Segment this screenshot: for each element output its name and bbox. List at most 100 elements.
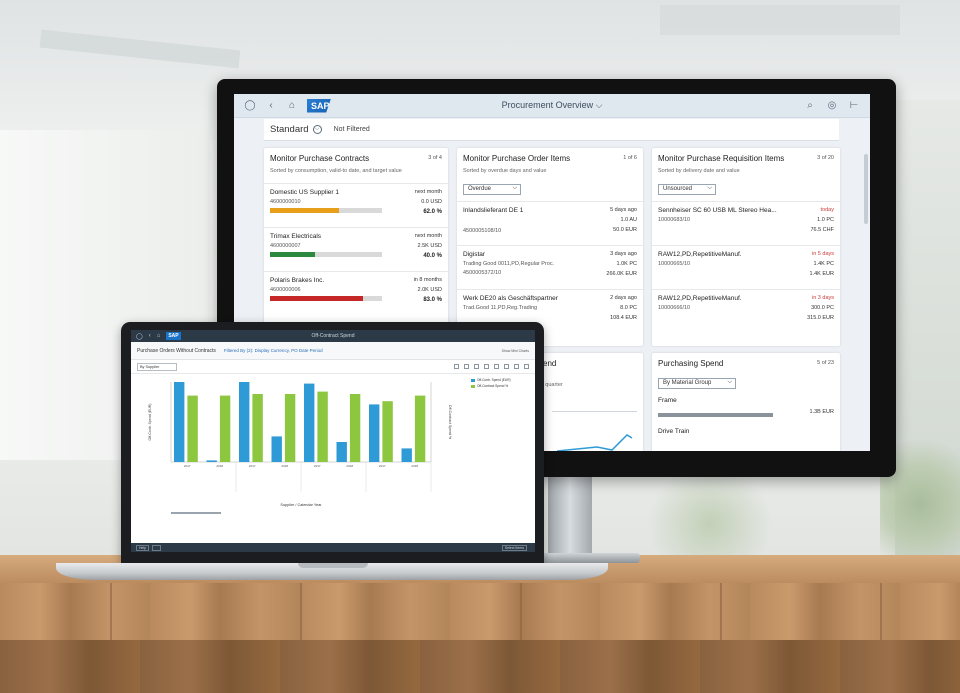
settings-icon[interactable] [524, 364, 529, 369]
user-icon[interactable]: ◯ [244, 99, 256, 111]
overdue-select[interactable]: Overdue [463, 184, 521, 195]
item-id: 10000683/10 [658, 217, 691, 223]
tick-label: 2017 [314, 464, 321, 468]
zoom-out-icon[interactable] [474, 364, 479, 369]
card-purchase-contracts[interactable]: Monitor Purchase Contracts 3 of 4 Sorted… [264, 148, 448, 328]
list-item[interactable]: RAW12,PD,RepetitiveManuf. 10000666/10 in… [652, 289, 840, 333]
variant-selector[interactable]: Standard [270, 124, 309, 135]
item-amount: 0.0 USD [421, 199, 442, 205]
bar[interactable] [336, 442, 347, 462]
sort-icon[interactable] [454, 364, 459, 369]
card-header[interactable]: Monitor Purchase Requisition Items 3 of … [652, 148, 840, 195]
shell-actions: ⌕ ◎ ⊢ [794, 100, 860, 112]
item-id: 10000666/10 [658, 305, 691, 311]
list-item[interactable]: Inlandslieferant DE 1 4500005108/10 5 da… [457, 201, 643, 245]
spend-row[interactable]: Frame 1.3B EUR [652, 397, 840, 422]
fullscreen-icon[interactable] [514, 364, 519, 369]
card-header[interactable]: Purchasing Spend 5 of 23 By Material Gro… [652, 353, 840, 389]
notifications-icon[interactable]: ◎ [827, 99, 837, 111]
bar[interactable] [271, 436, 282, 462]
select-items-button[interactable]: Select Items [501, 544, 527, 551]
chevron-down-icon[interactable]: ⌵ [595, 100, 603, 110]
bar[interactable] [219, 395, 231, 462]
filter-summary[interactable]: Filtered By (2): Display Currency, PO Da… [223, 348, 323, 353]
bar[interactable] [252, 394, 263, 462]
bar[interactable] [349, 394, 361, 462]
card-count: 3 of 4 [428, 155, 442, 161]
horizontal-scrollbar[interactable] [171, 512, 221, 514]
material-group-select[interactable]: By Material Group [658, 378, 736, 389]
chevron-down-icon[interactable]: ⌵ [312, 125, 322, 134]
legend-icon[interactable] [484, 364, 489, 369]
item-value: 50.0 EUR [613, 227, 637, 233]
chart-legend: Off-Contr. Spend (EUR) Off-Contract Spen… [471, 378, 511, 390]
legend-item[interactable]: Off-Contr. Spend (EUR) [471, 378, 511, 382]
bar[interactable] [317, 391, 328, 462]
card-header[interactable]: Monitor Purchase Contracts 3 of 4 Sorted… [264, 148, 448, 174]
filter-status: Not Filtered [333, 126, 370, 133]
bar[interactable] [174, 382, 185, 462]
list-item[interactable]: Domestic US Supplier 1 4600000010 next m… [264, 183, 448, 227]
scrollbar[interactable] [864, 154, 868, 224]
item-name: Digistar [463, 251, 486, 258]
bar[interactable] [401, 448, 412, 462]
monitor-stand [548, 477, 592, 562]
home-icon[interactable]: ⌂ [288, 99, 296, 111]
list-item[interactable]: Trimax Electricals 4600000007 next month… [264, 227, 448, 271]
back-icon[interactable]: ‹ [148, 333, 151, 339]
list-item[interactable]: Polaris Brakes Inc. 4600000006 in 8 mont… [264, 271, 448, 315]
item-when: 3 days ago [610, 251, 637, 257]
menu-icon[interactable]: ⊢ [849, 99, 859, 111]
legend-item[interactable]: Off-Contract Spend % [471, 384, 511, 388]
card-subtitle: Sorted by consumption, valid-to date, an… [270, 168, 402, 174]
list-item[interactable]: RAW12,PD,RepetitiveManuf. 10000665/10 in… [652, 245, 840, 289]
item-when: next month [414, 189, 442, 195]
bar[interactable] [187, 395, 198, 462]
legend-label: Off-Contract Spend % [477, 384, 509, 388]
unsourced-select[interactable]: Unsourced [658, 184, 716, 195]
table-view-icon[interactable] [504, 364, 509, 369]
bar[interactable] [206, 460, 217, 462]
footer-button[interactable] [152, 544, 162, 551]
user-icon[interactable]: ◯ [136, 333, 143, 340]
bar[interactable] [284, 394, 296, 462]
card-header[interactable]: Monitor Purchase Order Items 1 of 6 Sort… [457, 148, 643, 195]
spend-row[interactable]: Drive Train [652, 428, 840, 435]
item-id: 4600000007 [270, 243, 301, 249]
list-item[interactable]: Sennheiser SC 60 USB ML Stereo Hea... 10… [652, 201, 840, 245]
list-item[interactable]: Werk DE20 als Geschäftspartner Trad.Good… [457, 289, 643, 333]
bar[interactable] [382, 401, 393, 462]
item-qty: 1.0K PC [616, 261, 637, 267]
bar[interactable] [369, 404, 380, 462]
card-purchasing-spend[interactable]: Purchasing Spend 5 of 23 By Material Gro… [652, 353, 840, 451]
card-count: 5 of 23 [817, 360, 834, 366]
table-plank-seam [720, 583, 722, 640]
app-title[interactable]: Off-Contract Spend [311, 333, 355, 339]
table-plank-seam [300, 583, 302, 640]
search-icon[interactable]: ⌕ [807, 99, 813, 111]
app-title[interactable]: Procurement Overview [501, 100, 594, 110]
x-axis-label: Supplier / Calendar Year [280, 503, 322, 507]
view-by-dropdown[interactable]: By Supplier [137, 362, 177, 371]
card-purchase-requisition-items[interactable]: Monitor Purchase Requisition Items 3 of … [652, 148, 840, 346]
legend-swatch [471, 384, 475, 388]
bar[interactable] [239, 382, 250, 462]
sap-logo[interactable]: SAP [166, 332, 181, 340]
help-button[interactable]: Help [136, 544, 150, 551]
sap-logo[interactable]: SAP [307, 98, 331, 113]
item-when: 5 days ago [610, 207, 637, 213]
toolbar-actions [449, 364, 529, 369]
item-amount: 2.5K USD [417, 243, 442, 249]
item-id: 4600000006 [270, 287, 301, 293]
back-icon[interactable]: ‹ [269, 99, 273, 111]
card-title: Purchasing Spend [658, 359, 724, 368]
chart-type-icon[interactable] [494, 364, 499, 369]
bar[interactable] [414, 395, 426, 462]
tick-label: 2018 [281, 464, 288, 468]
zoom-in-icon[interactable] [464, 364, 469, 369]
home-icon[interactable]: ⌂ [156, 333, 161, 339]
bar[interactable] [304, 383, 315, 462]
card-purchase-order-items[interactable]: Monitor Purchase Order Items 1 of 6 Sort… [457, 148, 643, 346]
mini-charts-toggle[interactable]: Show Mini Charts [501, 348, 529, 353]
list-item[interactable]: Digistar Trading Good 0011,PD,Regular Pr… [457, 245, 643, 289]
